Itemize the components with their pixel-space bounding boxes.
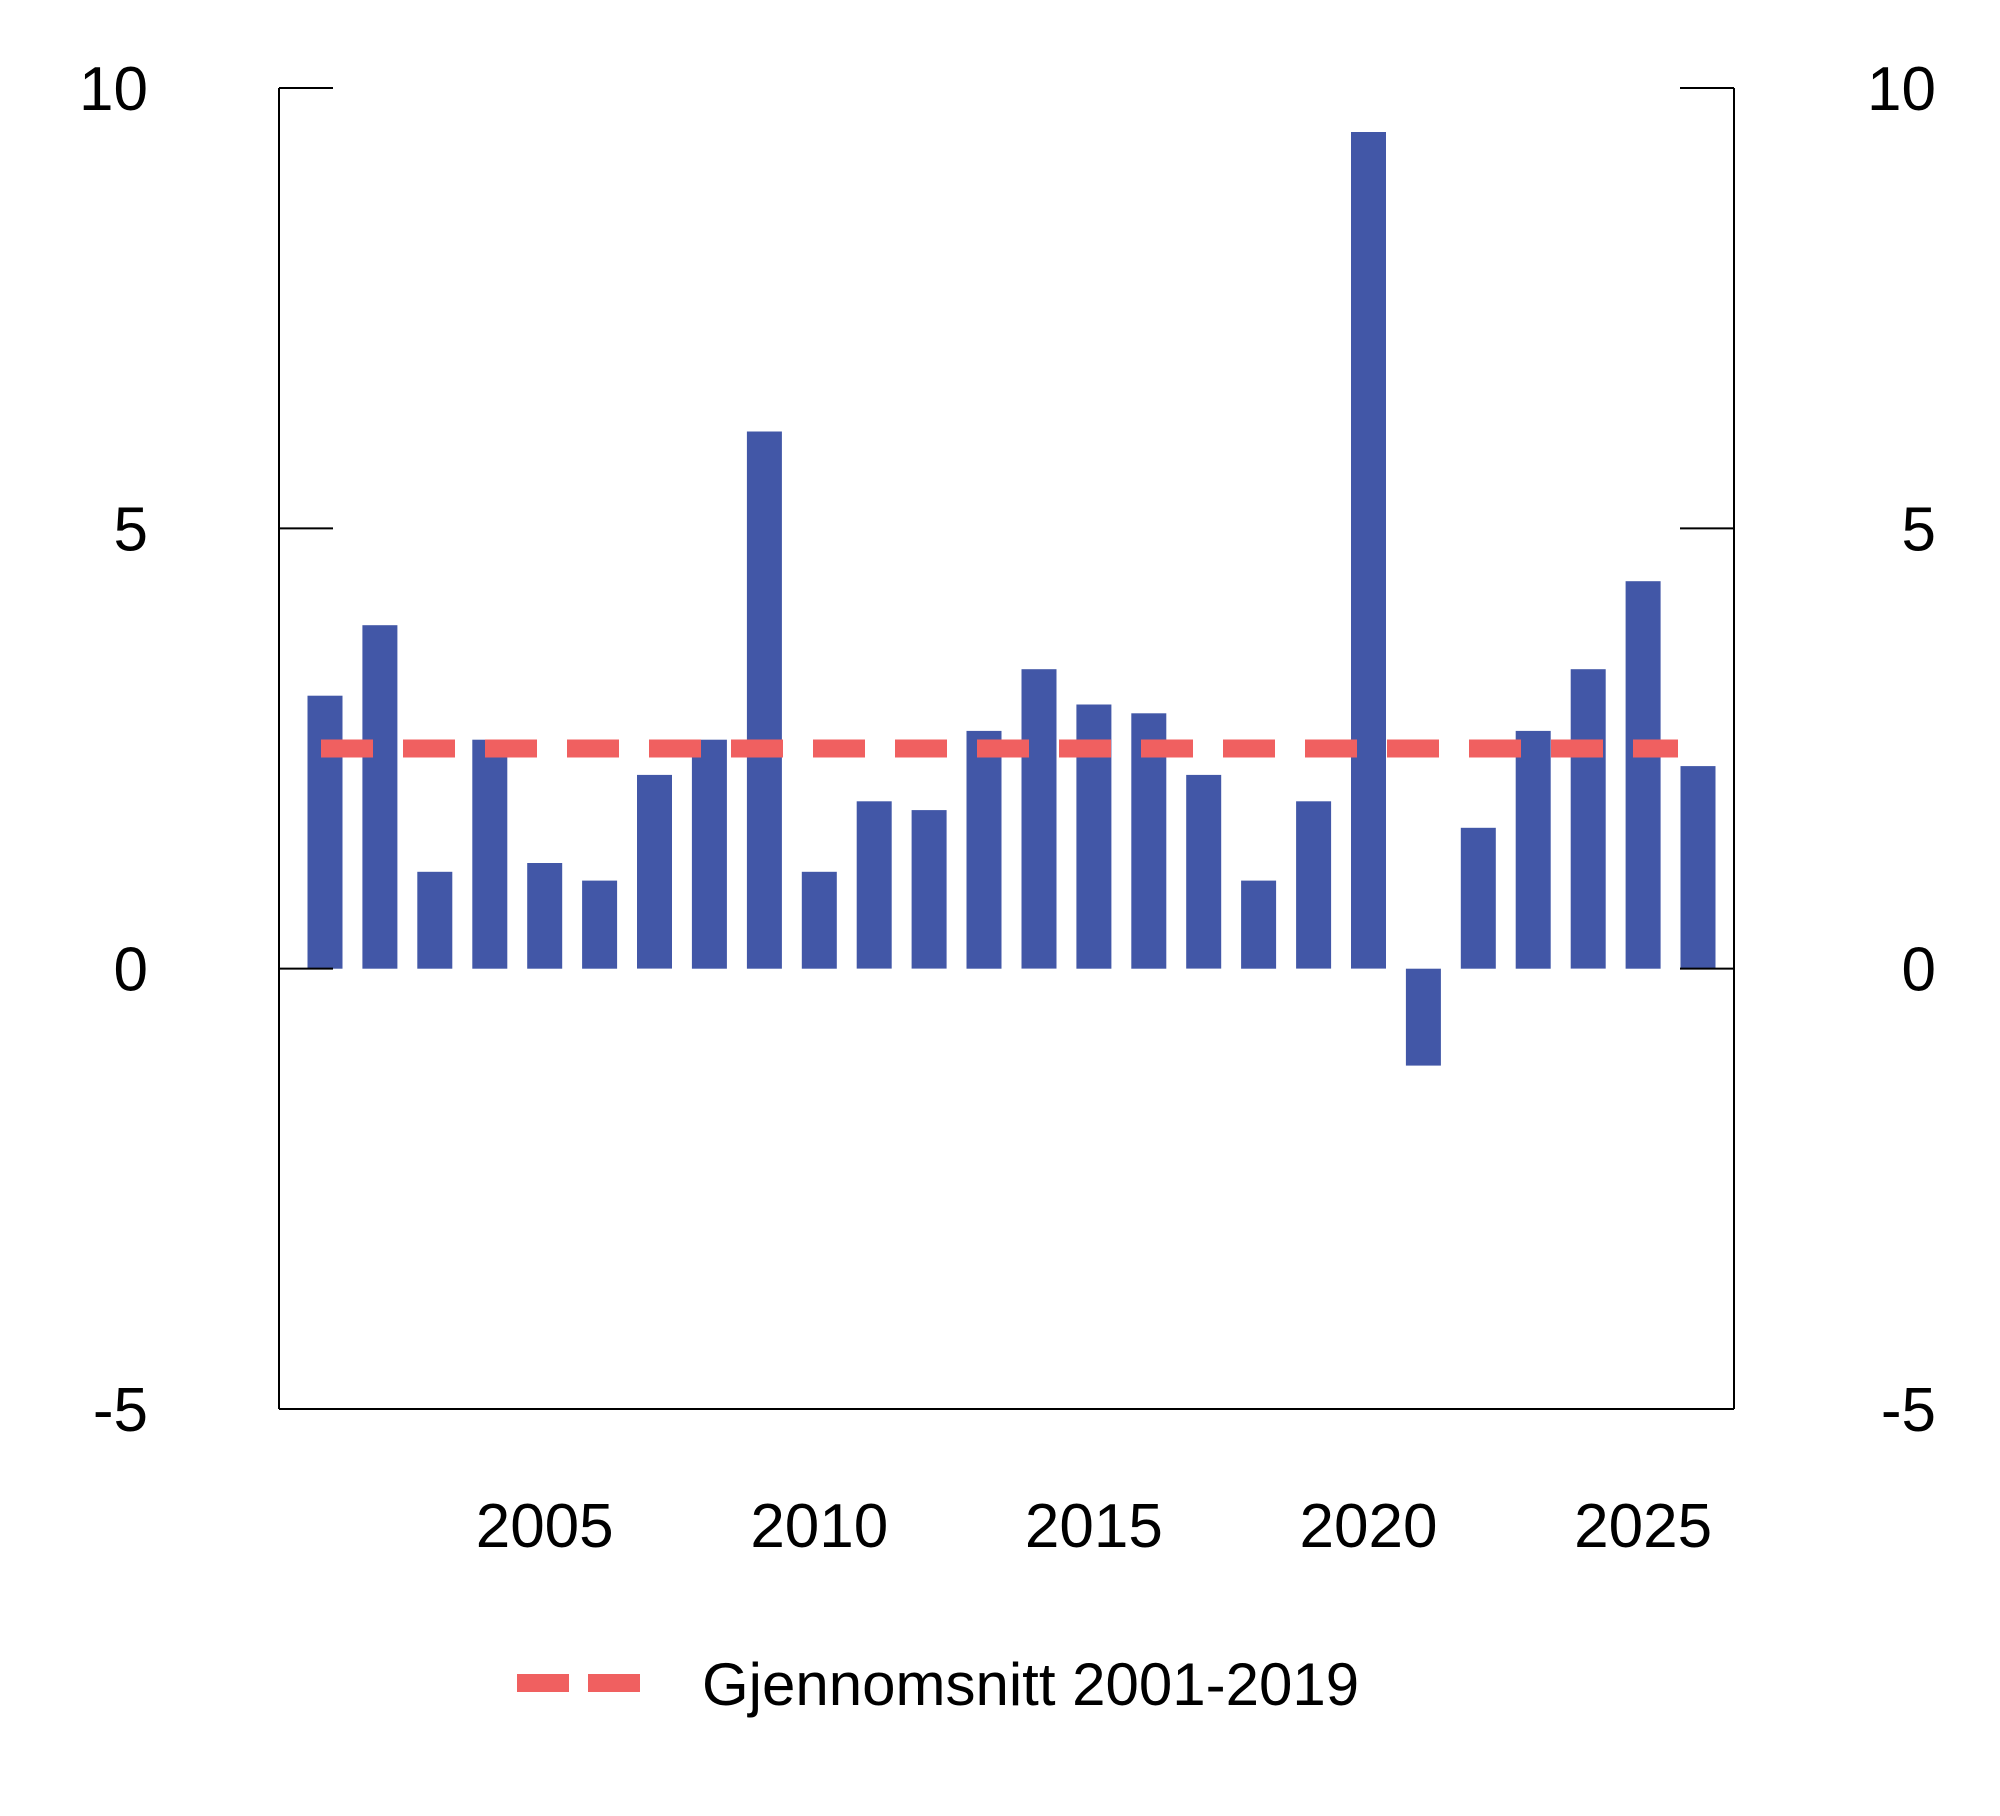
x-tick-label-2005: 2005 — [476, 1492, 614, 1561]
bar-2007 — [637, 774, 672, 969]
bar-2026 — [1680, 766, 1716, 969]
x-tick-label-2015: 2015 — [1025, 1492, 1163, 1561]
bar-2017 — [1186, 774, 1222, 969]
legend: Gjennomsnitt 2001-2019 — [517, 1651, 1359, 1718]
x-tick-label-2025: 2025 — [1574, 1492, 1712, 1561]
y-tick-label-left: 0 — [114, 936, 148, 1005]
x-axis-tick-labels: 2005 2010 2015 2020 2025 — [476, 1492, 1712, 1561]
bar-2021 — [1405, 968, 1441, 1066]
bar-2011 — [856, 801, 892, 969]
y-axis-right-tick-labels: -5 0 5 10 — [1867, 55, 1936, 1445]
x-tick-label-2020: 2020 — [1300, 1492, 1438, 1561]
bar-2020 — [1351, 132, 1386, 969]
y-tick-label-left: 5 — [114, 495, 148, 564]
y-tick-label-right: -5 — [1881, 1376, 1936, 1445]
y-tick-label-left: -5 — [93, 1376, 148, 1445]
y-axis-left-tick-labels: -5 0 5 10 — [79, 55, 148, 1445]
y-tick-label-right: 5 — [1902, 495, 1936, 564]
axes-group — [278, 87, 1735, 1410]
bar-2002 — [362, 625, 398, 969]
y-tick-label-right: 10 — [1867, 55, 1936, 124]
bar-2004 — [472, 739, 508, 969]
bar-2008 — [691, 739, 727, 969]
bar-2003 — [417, 871, 453, 969]
bar-2001 — [307, 695, 343, 969]
bar-2023 — [1515, 730, 1551, 969]
bar-2005 — [527, 863, 563, 969]
x-tick-label-2010: 2010 — [750, 1492, 888, 1561]
bar-2018 — [1241, 880, 1277, 969]
y-tick-label-left: 10 — [79, 55, 148, 124]
legend-label: Gjennomsnitt 2001-2019 — [702, 1651, 1359, 1718]
bar-2009 — [746, 431, 782, 969]
bar-2025 — [1625, 581, 1661, 969]
bar-2019 — [1296, 801, 1332, 969]
bar-2012 — [911, 810, 947, 969]
bar-2010 — [801, 871, 837, 969]
bar-2014 — [1021, 669, 1057, 969]
bar-2022 — [1460, 827, 1496, 969]
bar-2006 — [582, 880, 618, 969]
bars-group — [307, 132, 1716, 1066]
y-tick-label-right: 0 — [1902, 936, 1936, 1005]
bar-2013 — [966, 730, 1002, 969]
bar-2024 — [1570, 669, 1606, 969]
